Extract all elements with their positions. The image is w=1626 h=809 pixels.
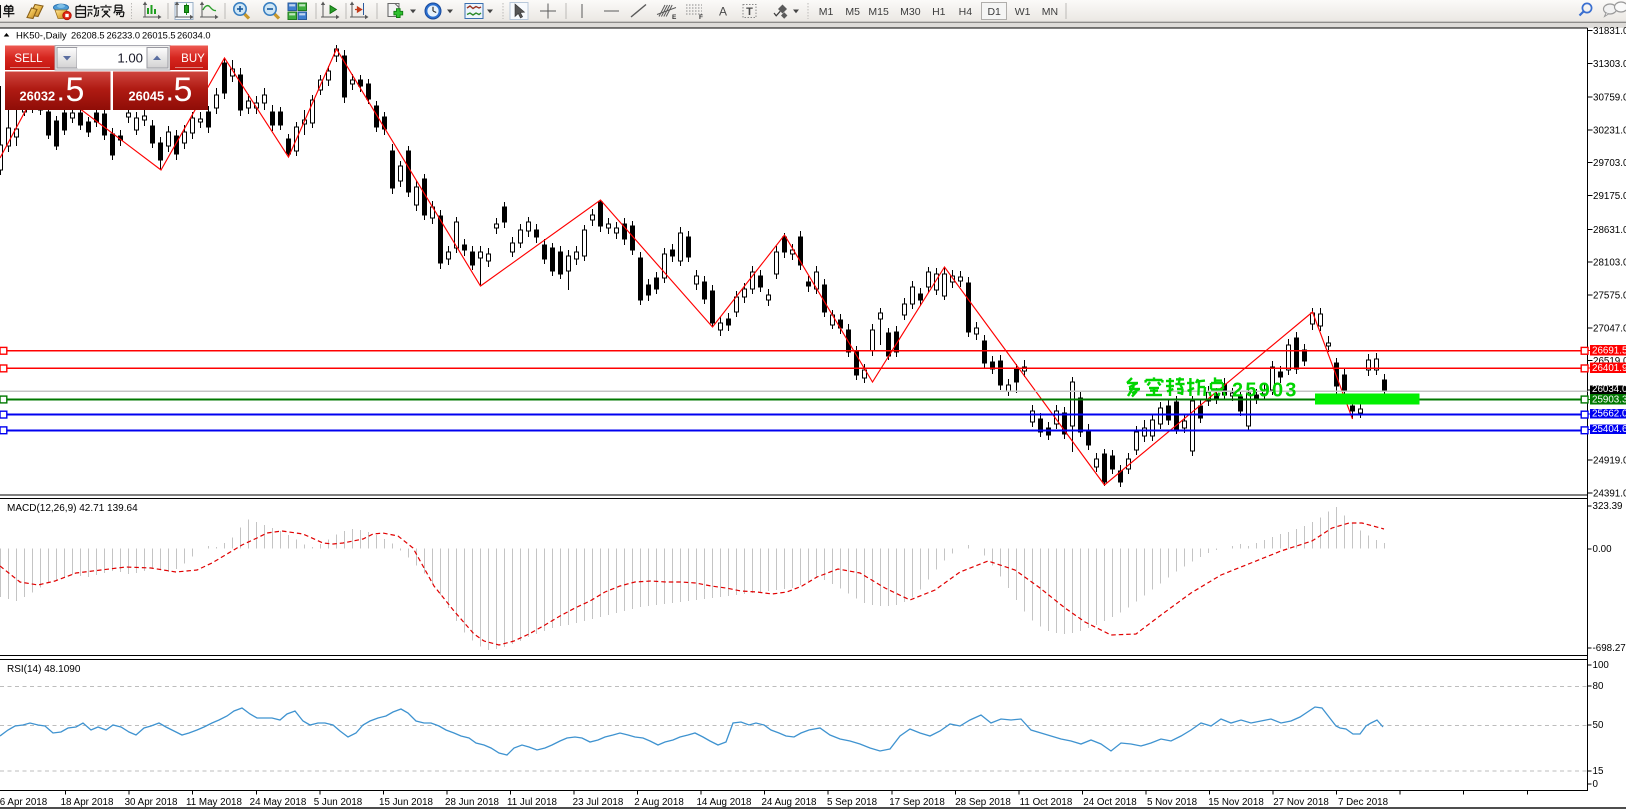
svg-text:26401.9: 26401.9 (1592, 363, 1626, 374)
svg-text:11 May 2018: 11 May 2018 (186, 797, 242, 808)
svg-text:27575.0: 27575.0 (1593, 291, 1626, 302)
svg-text:RSI(14) 48.1090: RSI(14) 48.1090 (7, 664, 81, 675)
svg-text:17 Sep 2018: 17 Sep 2018 (889, 797, 945, 808)
svg-text:26045: 26045 (129, 89, 165, 104)
svg-text:100: 100 (1593, 660, 1610, 671)
svg-text:.: . (167, 84, 173, 106)
svg-text:E: E (672, 14, 677, 21)
svg-text:.: . (58, 84, 64, 106)
svg-text:BUY: BUY (181, 53, 205, 65)
svg-text:26691.5: 26691.5 (1592, 346, 1626, 357)
svg-text:24391.0: 24391.0 (1593, 488, 1626, 499)
svg-text:15: 15 (1593, 766, 1604, 777)
svg-text:15 Jun 2018: 15 Jun 2018 (379, 797, 433, 808)
svg-text:6 Apr 2018: 6 Apr 2018 (0, 797, 48, 808)
svg-text:26208.5: 26208.5 (71, 31, 105, 41)
svg-text:W1: W1 (1015, 6, 1031, 18)
svg-text:1.00: 1.00 (117, 51, 143, 66)
svg-text:18 Apr 2018: 18 Apr 2018 (61, 797, 114, 808)
svg-text:50: 50 (1593, 720, 1604, 731)
svg-text:MN: MN (1042, 6, 1058, 18)
svg-text:30759.0: 30759.0 (1593, 93, 1626, 104)
svg-text:A: A (719, 5, 727, 19)
svg-text:HK50-,Daily: HK50-,Daily (16, 31, 67, 42)
svg-text:26034.0: 26034.0 (1592, 384, 1626, 395)
svg-text:26233.0: 26233.0 (107, 31, 141, 41)
svg-text:26032: 26032 (20, 89, 56, 104)
svg-text:31303.0: 31303.0 (1593, 59, 1626, 70)
svg-text:24 Aug 2018: 24 Aug 2018 (761, 797, 817, 808)
svg-text:28631.0: 28631.0 (1593, 225, 1626, 236)
svg-text:30231.0: 30231.0 (1593, 125, 1626, 136)
svg-text:29175.0: 29175.0 (1593, 191, 1626, 202)
svg-text:25662.0: 25662.0 (1592, 409, 1626, 420)
svg-text:25404.6: 25404.6 (1592, 424, 1626, 435)
svg-text:31831.0: 31831.0 (1593, 26, 1626, 37)
svg-text:T: T (746, 6, 753, 18)
svg-text:11 Oct 2018: 11 Oct 2018 (1020, 797, 1073, 808)
svg-text:M30: M30 (900, 6, 921, 18)
svg-text:0: 0 (1593, 779, 1599, 790)
svg-text:5 Sep 2018: 5 Sep 2018 (827, 797, 878, 808)
svg-text:28 Jun 2018: 28 Jun 2018 (445, 797, 499, 808)
svg-text:MACD(12,26,9) 42.71 139.64: MACD(12,26,9) 42.71 139.64 (7, 503, 138, 514)
svg-text:0.00: 0.00 (1593, 544, 1613, 555)
svg-text:80: 80 (1593, 681, 1604, 692)
svg-text:SELL: SELL (14, 53, 43, 65)
svg-text:M1: M1 (819, 6, 834, 18)
svg-text:D1: D1 (987, 6, 1001, 18)
svg-text:7 Dec 2018: 7 Dec 2018 (1338, 797, 1389, 808)
svg-text:H4: H4 (959, 6, 973, 18)
svg-text:H1: H1 (932, 6, 946, 18)
svg-text:23 Jul 2018: 23 Jul 2018 (573, 797, 624, 808)
svg-text:24 Oct 2018: 24 Oct 2018 (1083, 797, 1137, 808)
svg-text:11 Jul 2018: 11 Jul 2018 (507, 797, 557, 808)
svg-text:5: 5 (66, 71, 85, 109)
svg-text:323.39: 323.39 (1593, 501, 1623, 512)
svg-text:25903: 25903 (1232, 380, 1299, 402)
svg-text:24919.0: 24919.0 (1593, 456, 1626, 467)
svg-text:14 Aug 2018: 14 Aug 2018 (696, 797, 752, 808)
svg-text:26034.0: 26034.0 (177, 31, 211, 41)
svg-text:29703.0: 29703.0 (1593, 158, 1626, 169)
svg-text:28103.0: 28103.0 (1593, 258, 1626, 269)
svg-text:25903.3: 25903.3 (1592, 395, 1626, 406)
svg-text:28 Sep 2018: 28 Sep 2018 (955, 797, 1011, 808)
svg-text:26519.0: 26519.0 (1593, 356, 1626, 367)
svg-text:27 Nov 2018: 27 Nov 2018 (1273, 797, 1329, 808)
svg-text:-698.27: -698.27 (1593, 643, 1626, 654)
svg-text:M5: M5 (845, 6, 860, 18)
svg-text:5 Nov 2018: 5 Nov 2018 (1147, 797, 1198, 808)
svg-text:M15: M15 (868, 6, 889, 18)
svg-text:5 Jun 2018: 5 Jun 2018 (314, 797, 363, 808)
svg-text:15 Nov 2018: 15 Nov 2018 (1208, 797, 1264, 808)
svg-text:26015.5: 26015.5 (142, 31, 176, 41)
svg-text:24 May 2018: 24 May 2018 (250, 797, 307, 808)
svg-text:30 Apr 2018: 30 Apr 2018 (125, 797, 178, 808)
svg-text:27047.0: 27047.0 (1593, 323, 1626, 334)
svg-text:2 Aug 2018: 2 Aug 2018 (634, 797, 684, 808)
svg-text:5: 5 (174, 71, 193, 109)
svg-text:F: F (699, 14, 703, 21)
